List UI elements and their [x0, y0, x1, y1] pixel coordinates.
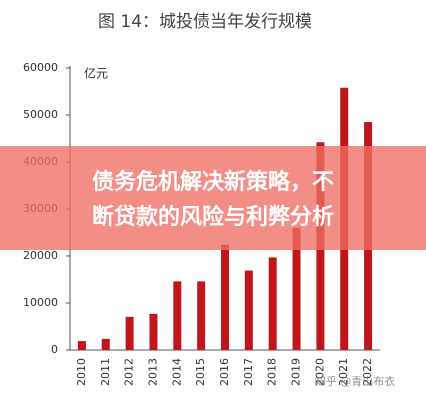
y-unit: 亿元 — [84, 66, 108, 81]
bar — [173, 281, 182, 350]
bar — [101, 338, 110, 350]
y-tick-label: 50000 — [23, 108, 58, 121]
x-tick-label: 2013 — [146, 358, 159, 386]
y-tick-label: 0 — [51, 343, 58, 356]
x-tick-label: 2019 — [290, 358, 303, 386]
bar — [149, 313, 158, 350]
x-tick-label: 2010 — [75, 358, 88, 386]
overlay-banner — [0, 146, 426, 250]
chart-title: 图 14：城投债当年发行规模 — [98, 12, 312, 32]
x-tick-label: 2015 — [194, 358, 207, 386]
x-tick-label: 2017 — [242, 358, 255, 386]
x-tick-label: 2011 — [99, 358, 112, 386]
x-tick-label: 2014 — [170, 358, 183, 386]
x-tick-label: 2020 — [313, 358, 326, 386]
overlay-line: 断贷款的风险与利弊分析 — [92, 204, 334, 230]
bar — [197, 281, 206, 350]
overlay-line: 债务危机解决新策略，不 — [92, 169, 334, 195]
bar — [221, 244, 229, 350]
bar — [268, 257, 277, 350]
x-tick-label: 2022 — [361, 358, 374, 386]
bar — [125, 316, 134, 350]
watermark: 知乎 @青山布衣 — [315, 374, 396, 388]
x-tick-label: 2021 — [337, 358, 350, 386]
y-tick-label: 60000 — [23, 61, 58, 74]
x-tick-label: 2018 — [266, 358, 279, 386]
bar — [292, 227, 301, 350]
y-tick-label: 10000 — [23, 296, 58, 309]
x-tick-label: 2012 — [123, 358, 136, 386]
x-tick-label: 2016 — [218, 358, 231, 386]
bar — [244, 270, 253, 350]
bar — [77, 341, 86, 350]
y-tick-label: 20000 — [23, 249, 58, 262]
